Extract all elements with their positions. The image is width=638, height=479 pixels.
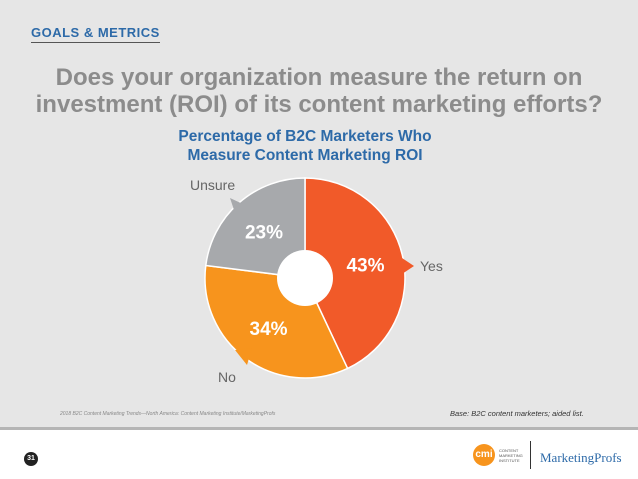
cmi-logo: cmi CONTENT MARKETING INSTITUTE [473, 444, 523, 466]
slice-value-label: 34% [250, 319, 288, 340]
slice-category-label: Unsure [190, 177, 235, 193]
slice-category-label: No [218, 369, 236, 385]
slice-pointer [230, 198, 245, 213]
slice-pointer [235, 348, 252, 365]
marketingprofs-logo: MarketingProfs [540, 450, 622, 465]
cmi-logo-text: CONTENT MARKETING INSTITUTE [499, 447, 523, 463]
question-title: Does your organization measure the retur… [35, 64, 603, 118]
logo-divider [530, 441, 531, 469]
chart-title-line: Measure Content Marketing ROI [187, 147, 423, 164]
chart-title: Percentage of B2C Marketers Who Measure C… [0, 127, 610, 165]
section-heading: GOALS & METRICS [31, 25, 160, 43]
pie-chart: 43% Yes 34% No 23% Unsure [190, 177, 443, 385]
source-note: 2018 B2C Content Marketing Trends—North … [60, 411, 276, 417]
chart-title-line: Percentage of B2C Marketers Who [178, 128, 432, 145]
slice-value-label: 43% [346, 255, 384, 276]
base-note: Base: B2C content marketers; aided list. [450, 409, 584, 418]
pie-slice-yes [304, 177, 406, 370]
slice-value-label: 23% [245, 222, 283, 243]
pie-center-hole [277, 250, 333, 306]
cmi-logo-mark: cmi [473, 444, 495, 466]
slice-pointer [402, 258, 414, 274]
page-number: 31 [24, 452, 38, 466]
slice-category-label: Yes [420, 258, 443, 274]
